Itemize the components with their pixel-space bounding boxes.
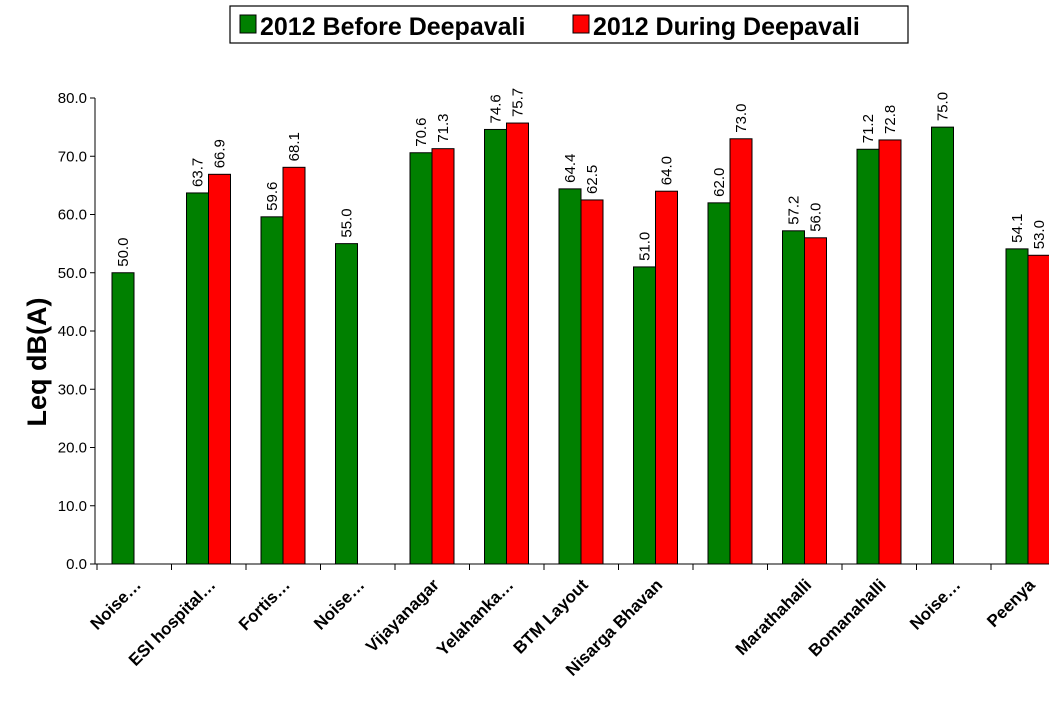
bar-before-1	[186, 192, 209, 565]
y-tick-label: 0.0	[66, 556, 87, 573]
data-label: 59.6	[264, 182, 281, 211]
bar-during-4	[431, 148, 455, 565]
y-tick-label: 10.0	[58, 498, 87, 515]
legend: 2012 Before Deepavali 2012 During Deepav…	[229, 5, 909, 44]
bar-before-3	[335, 243, 358, 565]
bar-during-7	[655, 190, 678, 565]
x-category-label: Vijayanagar	[362, 575, 443, 656]
data-label: 55.0	[339, 208, 356, 237]
bar-before-11	[931, 126, 954, 565]
bar-during-6	[580, 199, 604, 565]
y-tick-label: 60.0	[58, 207, 87, 224]
x-category-label: Fortis…	[235, 575, 294, 634]
data-label: 50.0	[115, 238, 132, 267]
data-label: 63.7	[190, 158, 207, 187]
y-tick-label: 20.0	[58, 440, 87, 457]
data-label: 62.5	[584, 165, 601, 194]
bar-during-8	[729, 138, 753, 565]
x-category-label: Bomanahalli	[805, 575, 890, 660]
x-category-label: Marathahalli	[732, 575, 816, 659]
legend-swatch-before	[239, 14, 257, 34]
y-axis: 0.0 10.0 20.0 30.0 40.0 50.0 60.0 70.0 80.0	[58, 90, 96, 573]
x-category-label: BTM Layout	[510, 575, 592, 657]
bar-before-4	[409, 152, 433, 565]
bar-before-12	[1005, 248, 1029, 565]
data-label: 74.6	[488, 94, 505, 123]
y-tick-label: 50.0	[58, 265, 87, 282]
bars	[111, 122, 1049, 565]
data-label: 71.3	[435, 113, 452, 142]
bar-during-9	[804, 237, 827, 565]
bar-before-6	[558, 188, 582, 565]
x-category-label: Peenya	[983, 575, 1039, 631]
y-tick-label: 40.0	[58, 323, 87, 340]
legend-box	[229, 5, 909, 44]
data-label: 57.2	[786, 196, 803, 225]
x-category-label: Yelahanka…	[433, 575, 517, 659]
legend-label-before: 2012 Before Deepavali	[260, 13, 525, 41]
bar-before-10	[856, 148, 880, 565]
bar-during-10	[878, 139, 902, 565]
data-label: 64.4	[562, 154, 579, 183]
data-label: 71.2	[860, 114, 877, 143]
data-label: 70.6	[413, 118, 430, 147]
x-category-label: Noise…	[310, 575, 368, 633]
bar-before-7	[633, 266, 656, 565]
data-label: 64.0	[659, 156, 676, 185]
y-tick-label: 80.0	[58, 90, 87, 107]
data-label: 56.0	[808, 203, 825, 232]
data-labels: 50.0 63.7 66.9 59.6 68.1 55.0 70.6 71.3 74.6 75.7…	[115, 88, 1048, 267]
data-label: 54.1	[1009, 214, 1026, 243]
data-label: 75.0	[935, 92, 952, 121]
bar-during-1	[208, 173, 231, 565]
data-label: 73.0	[733, 104, 750, 133]
y-tick-label: 70.0	[58, 148, 87, 165]
bar-during-12	[1027, 254, 1049, 565]
data-label: 62.0	[711, 168, 728, 197]
bar-during-5	[506, 122, 529, 565]
legend-label-during: 2012 During Deepavali	[593, 13, 860, 41]
y-tick-label: 30.0	[58, 381, 87, 398]
data-label: 53.0	[1031, 220, 1048, 249]
data-label: 68.1	[286, 132, 303, 161]
x-axis: Noise…ESI hospital… Fortis… Noise…Vijayana…	[87, 563, 1049, 680]
data-label: 72.8	[882, 105, 899, 134]
data-label: 66.9	[212, 139, 229, 168]
x-category-label: Noise…	[87, 575, 145, 633]
x-category-label: Noise…	[906, 575, 964, 633]
bar-before-8	[707, 202, 731, 565]
data-label: 75.7	[510, 88, 527, 117]
legend-swatch-during	[572, 14, 590, 34]
data-label: 51.0	[637, 232, 654, 261]
bar-before-0	[111, 272, 135, 565]
bar-before-9	[782, 230, 805, 565]
bar-during-2	[282, 166, 306, 565]
y-axis-title: Leq dB(A)	[22, 298, 52, 427]
bar-before-2	[260, 216, 284, 565]
bar-before-5	[484, 128, 507, 565]
